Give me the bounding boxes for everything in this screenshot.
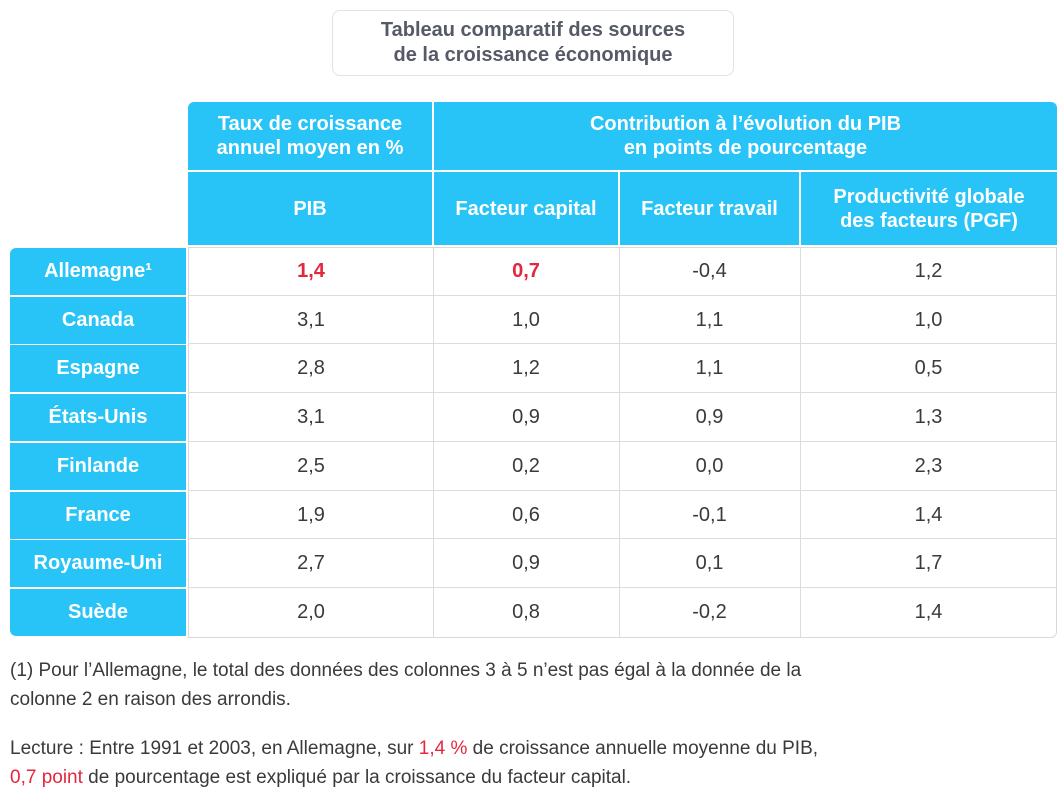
header-growth-rate: Taux de croissance annuel moyen en % (188, 102, 432, 170)
table-body (188, 247, 1057, 638)
cell-pib: 2,0 (297, 601, 325, 623)
lecture-line-1: Lecture : Entre 1991 et 2003, en Allemag… (10, 734, 1050, 763)
title-line-1: Tableau comparatif des sources (380, 19, 686, 41)
footnote: (1) Pour l’Allemagne, le total des donné… (10, 656, 1050, 714)
header-pgf-line-1: Productivité globale (833, 185, 1025, 208)
header-pgf-line-2: des facteurs (PGF) (840, 209, 1018, 232)
header-capital: Facteur capital (434, 172, 618, 245)
row-divider (189, 538, 1056, 539)
header-growth-line-2: annuel moyen en % (216, 137, 404, 159)
cell-capital: 0,7 (512, 260, 540, 282)
row-label: Allemagne¹ (10, 248, 186, 295)
cell-pgf: 1,3 (914, 406, 943, 428)
header-pgf: Productivité globale des facteurs (PGF) (801, 172, 1057, 245)
cell-capital: 0,8 (512, 601, 540, 623)
cell-pgf: 2,3 (914, 455, 943, 477)
row-divider (189, 587, 1056, 588)
header-contribution-line-2: en points de pourcentage (623, 137, 868, 159)
row-divider (189, 343, 1056, 344)
cell-pib: 3,1 (297, 406, 325, 428)
row-label: Espagne (10, 345, 186, 392)
column-divider (619, 247, 620, 638)
cell-capital: 0,9 (512, 406, 540, 428)
row-divider (189, 392, 1056, 393)
cell-travail: 0,0 (695, 455, 724, 477)
row-divider (189, 441, 1056, 442)
header-contribution-line-1: Contribution à l’évolution du PIB (589, 113, 902, 135)
cell-pgf: 1,7 (914, 552, 943, 574)
row-divider (189, 490, 1056, 491)
cell-pib: 2,8 (297, 357, 325, 379)
lecture-highlight-2: 0,7 point (10, 767, 83, 788)
row-label: Royaume-Uni (10, 540, 186, 587)
lecture-text-2: de croissance annuelle moyenne du PIB, (467, 738, 819, 759)
cell-travail: 0,9 (695, 406, 724, 428)
lecture-highlight-1: 1,4 % (418, 738, 468, 759)
header-contribution: Contribution à l’évolution du PIB en poi… (434, 102, 1057, 170)
lecture-text-3: de pourcentage est expliqué par la crois… (82, 767, 632, 788)
footnote-line-2: colonne 2 en raison des arrondis. (10, 689, 291, 710)
cell-pgf: 1,4 (914, 601, 943, 623)
cell-pib: 2,5 (297, 455, 325, 477)
cell-travail: 0,1 (695, 552, 724, 574)
cell-travail: -0,1 (692, 504, 727, 526)
cell-pgf: 1,0 (914, 309, 943, 331)
header-pib: PIB (188, 172, 432, 245)
title-line-2: de la croissance économique (393, 44, 673, 66)
header-growth-line-1: Taux de croissance (217, 113, 403, 135)
cell-pib: 3,1 (297, 309, 325, 331)
row-label: Finlande (10, 443, 186, 490)
footnote-line-1: (1) Pour l’Allemagne, le total des donné… (10, 660, 802, 681)
table-title: Tableau comparatif des sources de la cro… (332, 10, 734, 76)
lecture: Lecture : Entre 1991 et 2003, en Allemag… (10, 734, 1050, 792)
row-label: Canada (10, 297, 186, 344)
cell-travail: -0,4 (692, 260, 727, 282)
row-divider (189, 295, 1056, 296)
cell-capital: 0,9 (512, 552, 540, 574)
cell-travail: -0,2 (692, 601, 727, 623)
header-travail: Facteur travail (620, 172, 799, 245)
cell-capital: 0,6 (512, 504, 540, 526)
cell-capital: 1,0 (512, 309, 540, 331)
column-divider (433, 247, 434, 638)
lecture-line-2: 0,7 point de pourcentage est expliqué pa… (10, 763, 1050, 792)
cell-pgf: 1,4 (914, 504, 943, 526)
column-divider (800, 247, 801, 638)
cell-pib: 1,4 (297, 260, 325, 282)
cell-capital: 1,2 (512, 357, 540, 379)
cell-travail: 1,1 (695, 357, 724, 379)
cell-pgf: 1,2 (914, 260, 943, 282)
lecture-text-1: Lecture : Entre 1991 et 2003, en Allemag… (10, 738, 419, 759)
row-label: États-Unis (10, 394, 186, 441)
cell-capital: 0,2 (512, 455, 540, 477)
cell-pgf: 0,5 (914, 357, 943, 379)
row-label: France (10, 492, 186, 539)
cell-pib: 1,9 (297, 504, 325, 526)
row-label: Suède (10, 589, 186, 636)
cell-pib: 2,7 (297, 552, 325, 574)
cell-travail: 1,1 (695, 309, 724, 331)
